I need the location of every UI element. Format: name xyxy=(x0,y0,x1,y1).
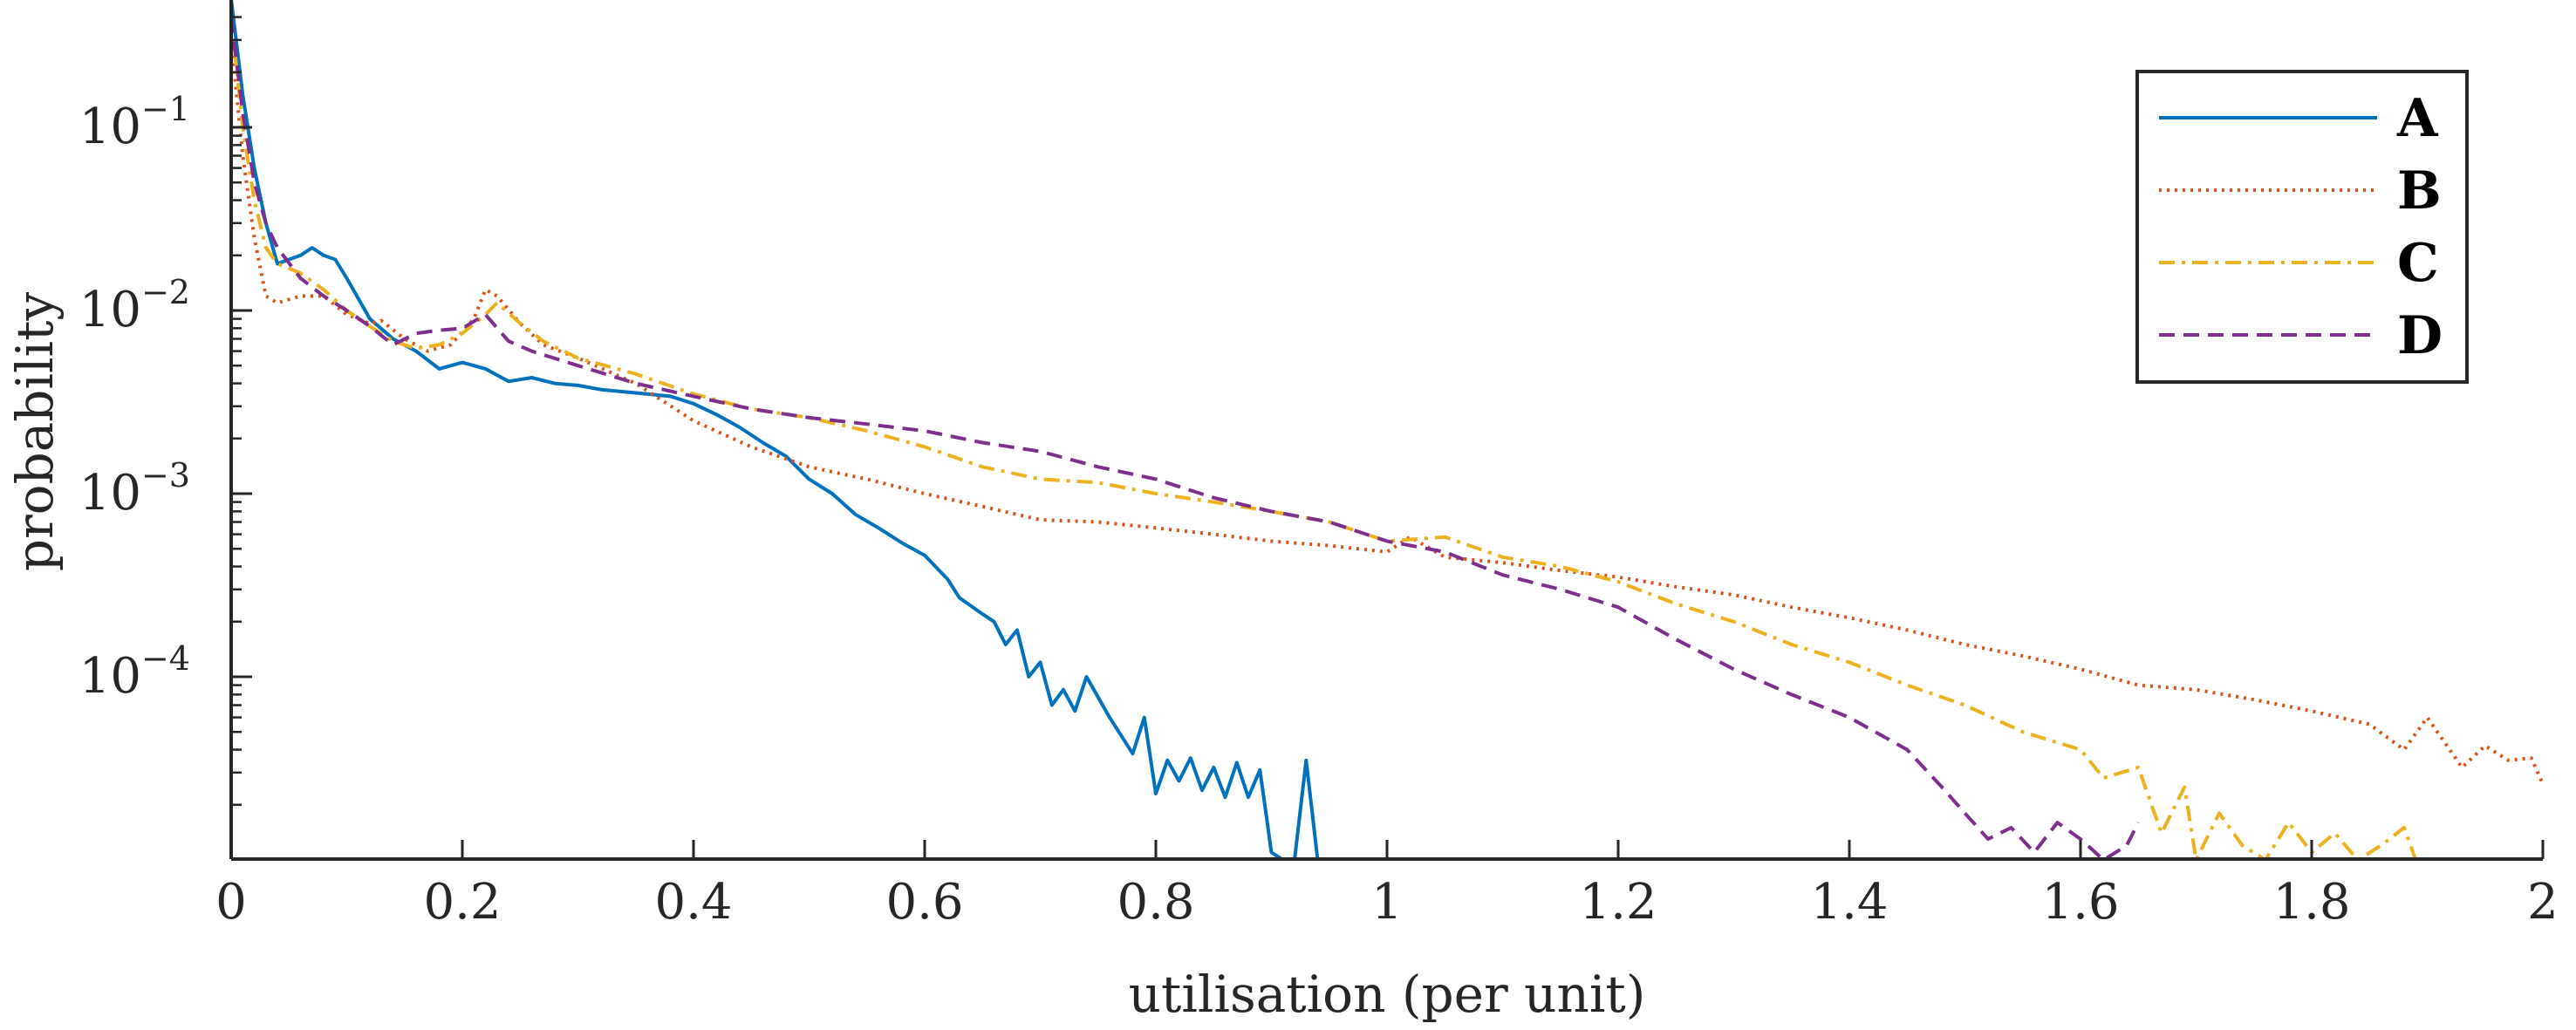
axes: 0 0.2 0.4 0.6 0.8 1 1.2 1.4 1.6 1.8 2 10−4 10−3 10−2 1… xyxy=(5,0,2559,1024)
x-tick-label: 1.8 xyxy=(2272,874,2350,931)
plot-area xyxy=(231,0,2543,859)
x-tick-label: 0.4 xyxy=(654,874,732,931)
y-axis-label: probability xyxy=(5,292,65,572)
x-tick-label: 0.8 xyxy=(1117,874,1194,931)
legend-label-a: A xyxy=(2396,88,2439,149)
x-tick-label: 2 xyxy=(2527,874,2559,931)
legend-label-c: C xyxy=(2397,233,2439,294)
x-tick-label: 0.6 xyxy=(885,874,963,931)
y-tick-label: 10−1 xyxy=(79,90,190,155)
y-tick-label: 10−4 xyxy=(79,639,190,705)
y-tick-label: 10−2 xyxy=(79,273,190,338)
x-tick-label: 0 xyxy=(215,874,247,931)
x-tick-label: 1 xyxy=(1371,874,1403,931)
legend-label-b: B xyxy=(2397,160,2442,222)
series-line-b xyxy=(231,39,2543,785)
x-tick-label: 1.4 xyxy=(1810,874,1888,931)
x-tick-label: 1.6 xyxy=(2041,874,2119,931)
x-tick-label: 0.2 xyxy=(423,874,501,931)
legend-box xyxy=(2135,70,2469,384)
x-axis-label: utilisation (per unit) xyxy=(1129,965,1646,1024)
x-tick-label: 1.2 xyxy=(1579,874,1657,931)
series-line-a xyxy=(231,0,1320,859)
legend-label-d: D xyxy=(2397,305,2443,366)
series-line-c xyxy=(231,17,2418,859)
y-tick-label: 10−3 xyxy=(79,456,190,522)
series-line-d xyxy=(231,17,2141,859)
